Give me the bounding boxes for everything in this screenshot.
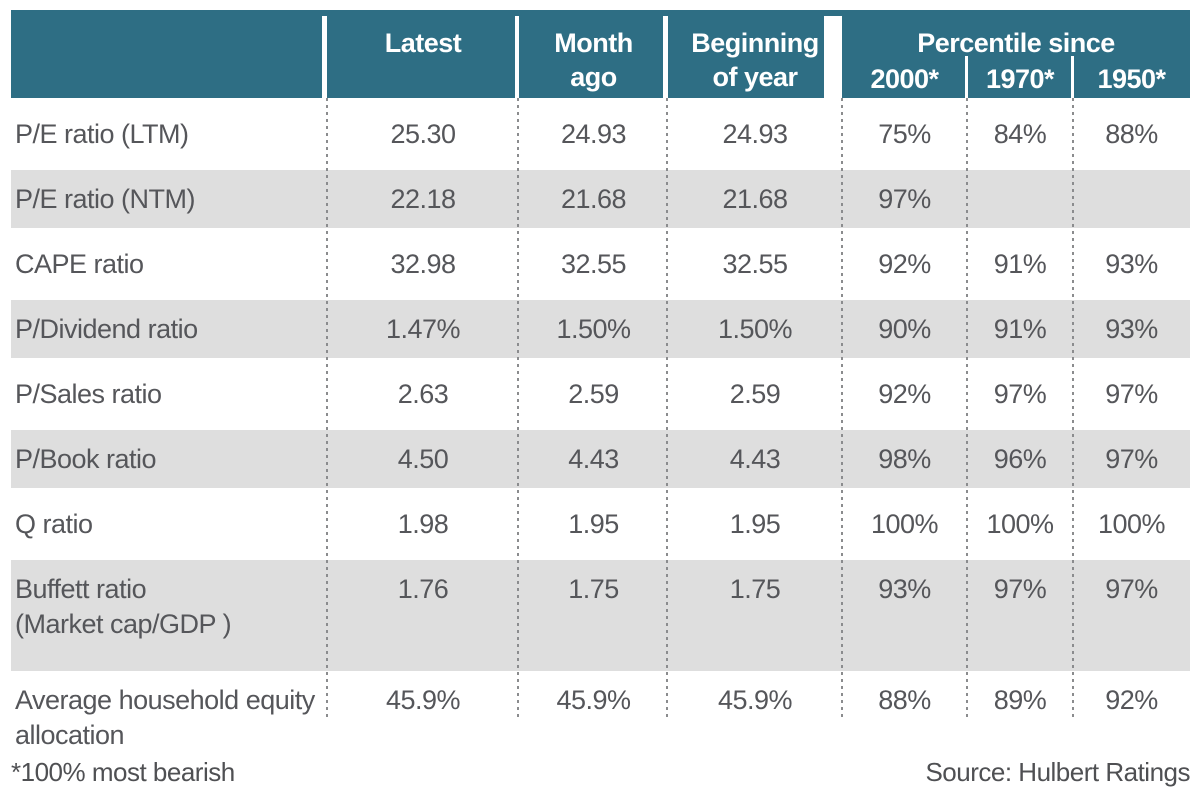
value-latest: 22.18 [390,183,456,214]
header-divider [515,16,519,98]
value-percentile-1950: 92% [1105,685,1158,715]
header-divider [663,16,668,98]
value-beginning-of-year: 1.50% [717,313,793,344]
table-row: P/E ratio (NTM) 22.18 21.68 21.68 97% [11,170,1190,228]
row-label: Buffett ratio (Market cap/GDP ) [15,574,232,639]
row-label: P/Book ratio [15,443,157,474]
table-row: Buffett ratio (Market cap/GDP ) 1.76 1.7… [11,560,1190,671]
value-percentile-1950: 93% [1105,313,1158,344]
value-latest: 1.98 [397,508,449,539]
value-month-ago: 32.55 [560,248,627,279]
row-label: P/E ratio (LTM) [15,118,189,149]
value-month-ago: 1.50% [556,313,631,344]
column-header-latest: Latest [384,28,462,58]
value-beginning-of-year: 1.75 [729,574,781,604]
value-month-ago: 1.95 [568,508,619,539]
table-row: P/Book ratio 4.50 4.43 4.43 98% 96% 97% [11,430,1190,488]
row-label: P/Dividend ratio [15,313,198,344]
value-percentile-1970: 100% [986,508,1054,539]
value-month-ago: 1.75 [568,574,619,604]
value-beginning-of-year: 4.43 [729,443,781,474]
value-percentile-1950: 97% [1105,378,1158,409]
source-credit: Source: Hulbert Ratings [925,757,1190,787]
value-month-ago: 4.43 [568,443,619,474]
value-percentile-1970: 91% [993,248,1047,279]
table-row: P/Sales ratio 2.63 2.59 2.59 92% 97% 97% [11,365,1190,423]
value-percentile-1970: 96% [993,443,1047,474]
table-row: Average household equity allocation 45.9… [11,678,1190,752]
value-percentile-1950: 100% [1097,508,1166,539]
value-percentile-1970: 97% [993,574,1047,604]
value-month-ago: 45.9% [556,685,631,715]
row-label: P/E ratio (NTM) [15,183,196,214]
value-beginning-of-year: 45.9% [717,685,793,715]
row-label: Q ratio [15,508,93,539]
value-month-ago: 24.93 [560,118,627,149]
header-divider [322,16,327,98]
value-beginning-of-year: 24.93 [722,118,788,149]
table-row: P/Dividend ratio 1.47% 1.50% 1.50% 90% 9… [11,300,1190,358]
value-percentile-1950: 97% [1105,574,1158,604]
table-row: Q ratio 1.98 1.95 1.95 100% 100% 100% [11,495,1190,553]
value-month-ago: 21.68 [560,183,627,214]
column-header-percentile-1950: 1950* [1097,64,1166,94]
row-label: Average household equity allocation [15,685,315,750]
column-header-month-ago: Month ago [554,28,633,92]
column-header-beginning-of-year: Beginning of year [691,28,819,92]
value-percentile-1970: 84% [993,118,1047,149]
header-subdivider [965,56,968,98]
column-group-header-percentile-since: Percentile since [917,28,1115,58]
value-latest: 32.98 [390,248,456,279]
value-beginning-of-year: 1.95 [729,508,781,539]
column-header-percentile-1970: 1970* [985,64,1055,94]
footnote: *100% most bearish [11,757,235,787]
row-label: P/Sales ratio [15,378,162,409]
row-label: CAPE ratio [15,248,144,279]
value-percentile-2000: 98% [878,443,931,474]
value-latest: 1.76 [397,574,449,604]
value-percentile-2000: 100% [870,508,939,539]
value-percentile-1970: 91% [993,313,1047,344]
value-month-ago: 2.59 [568,378,619,409]
value-latest: 25.30 [390,118,456,149]
table-header: Latest Month ago Beginning of year Perce… [11,10,1190,98]
value-percentile-2000: 75% [878,118,931,149]
value-latest: 1.47% [385,313,461,344]
table-footer: *100% most bearish Source: Hulbert Ratin… [11,757,1190,788]
value-beginning-of-year: 2.59 [729,378,781,409]
value-percentile-2000: 93% [878,574,931,604]
value-beginning-of-year: 32.55 [722,248,788,279]
header-subdivider [1071,56,1074,98]
value-percentile-2000: 90% [878,313,931,344]
value-percentile-1950: 93% [1105,248,1158,279]
value-percentile-1950: 97% [1105,443,1158,474]
valuation-table: Latest Month ago Beginning of year Perce… [11,10,1190,752]
value-percentile-2000: 88% [878,685,931,715]
value-latest: 2.63 [397,378,449,409]
value-percentile-2000: 97% [878,183,931,214]
header-divider [824,16,842,98]
value-latest: 4.50 [397,443,449,474]
column-header-percentile-2000: 2000* [870,64,939,94]
table-row: CAPE ratio 32.98 32.55 32.55 92% 91% 93% [11,235,1190,293]
value-percentile-1970: 89% [993,685,1047,715]
value-percentile-2000: 92% [878,378,931,409]
value-percentile-2000: 92% [878,248,931,279]
value-beginning-of-year: 21.68 [722,183,788,214]
value-latest: 45.9% [385,685,461,715]
table-row: P/E ratio (LTM) 25.30 24.93 24.93 75% 84… [11,105,1190,163]
value-percentile-1950: 88% [1105,118,1158,149]
value-percentile-1970: 97% [993,378,1047,409]
